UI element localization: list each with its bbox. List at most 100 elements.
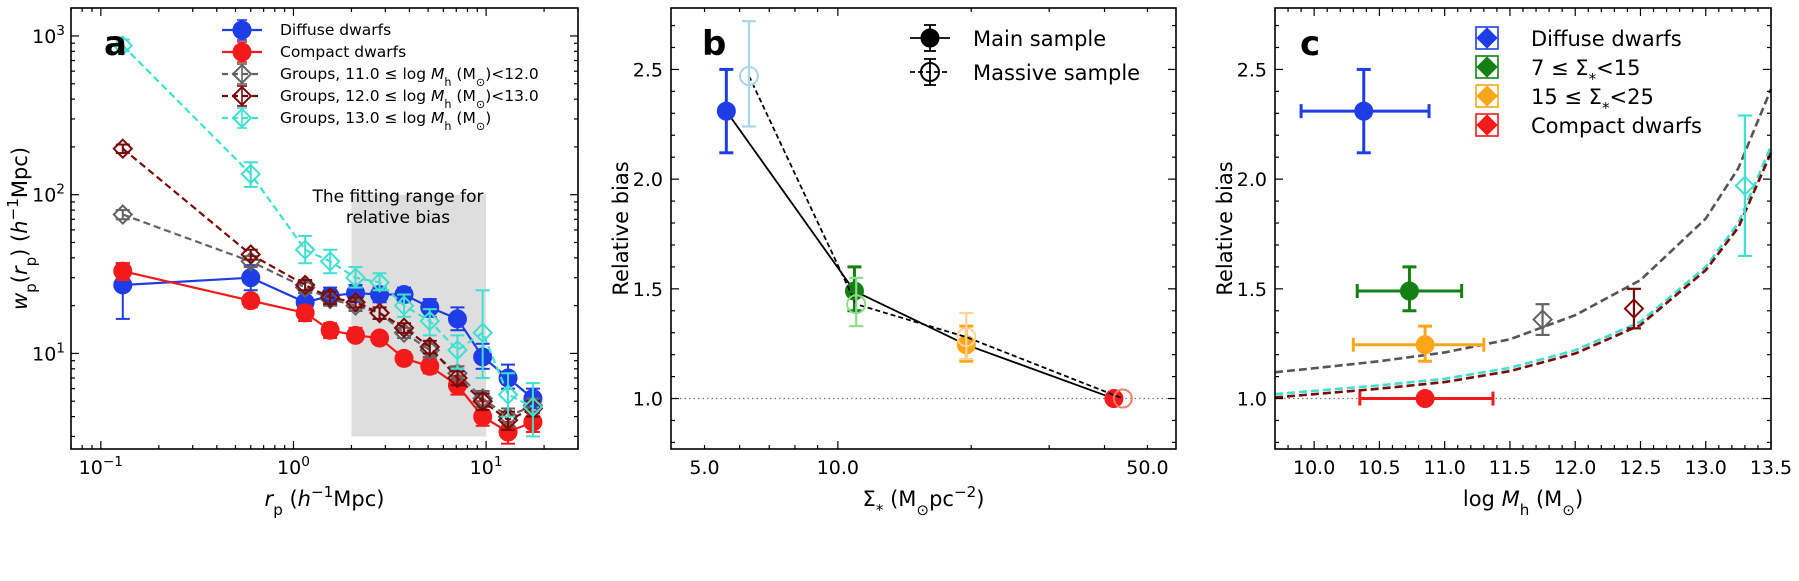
panel-b: 5.0 10.0 50.0 1.0 1.5 2.0 2.5 Σ* (M⊙pc−2) Relati…: [609, 7, 1177, 519]
legend-label: Diffuse dwarfs: [1531, 27, 1682, 51]
data-point-group: [1734, 114, 1756, 258]
data-point: [846, 294, 867, 315]
fitting-range-label: The fitting range for: [312, 187, 484, 207]
data-point: [112, 204, 134, 225]
data-point: [393, 295, 415, 317]
series-massive: [738, 20, 1133, 409]
data-point: [369, 272, 391, 293]
legend-marker: [231, 107, 253, 129]
data-point: [295, 303, 315, 323]
series-main: [716, 67, 1124, 409]
data-point: [419, 336, 441, 358]
panel-letter-a: a: [104, 24, 127, 64]
data-point: [1112, 388, 1133, 409]
data-point: [738, 66, 759, 87]
data-point: [241, 268, 261, 288]
data-point: [294, 274, 316, 296]
data-point: [1399, 281, 1419, 301]
legend-label: 7 ≤ Σ*<15: [1531, 56, 1640, 88]
x-tick-label: 13.5: [1750, 457, 1792, 479]
x-axis-label: rp (h−1Mpc): [265, 483, 385, 519]
data-point: [472, 390, 494, 412]
x-tick-label: 10−1: [79, 454, 123, 479]
y-axis-label: Relative bias: [1213, 161, 1237, 295]
series-line: [122, 213, 534, 418]
x-tick-label: 10.0: [817, 457, 859, 479]
data-point: [419, 310, 441, 332]
model-curve: [1274, 145, 1773, 396]
x-tick-label: 100: [277, 454, 310, 479]
data-point: [522, 396, 544, 418]
data-point: [716, 101, 736, 121]
y-tick-label: 1.0: [633, 389, 663, 411]
data-point: [345, 291, 366, 313]
legend-swatch: [1475, 113, 1499, 137]
x-tick-label: 12.5: [1619, 457, 1661, 479]
y-tick-label: 2.5: [1237, 59, 1267, 81]
legend-label: Groups, 13.0 ≤ log Mh (M⊙): [280, 109, 491, 133]
legend-marker: [1476, 114, 1498, 136]
data-point: [294, 277, 316, 298]
data-point: [294, 239, 316, 261]
legend-marker: [920, 62, 940, 82]
data-point: [241, 291, 261, 311]
x-tick-label: 12.0: [1554, 457, 1596, 479]
data-point: [112, 35, 134, 56]
model-curve: [1274, 152, 1773, 399]
legend-marker: [231, 63, 253, 85]
data-point-group: [1532, 303, 1553, 337]
x-tick-label: 5.0: [689, 457, 719, 479]
legend-label: Compact dwarfs: [1531, 114, 1702, 138]
axes-frame: [670, 7, 1177, 450]
data-point: [319, 250, 341, 272]
data-point: [1734, 175, 1756, 197]
series-line: [748, 75, 1124, 400]
data-point: [497, 384, 519, 406]
data-point: [447, 367, 468, 389]
data-point-group: [1351, 324, 1486, 363]
y-axis-label: wp(rp) (h−1Mpc): [4, 147, 40, 310]
panel-c: 10.0 10.5 11.0 11.5 12.0 12.5 13.0 13.5 1.0 1.5 2.…: [1213, 7, 1792, 519]
series-line: [122, 147, 534, 422]
legend-label: Groups, 11.0 ≤ log Mh (M⊙)<12.0: [280, 65, 539, 89]
x-tick-label: 11.0: [1424, 457, 1466, 479]
data-point: [345, 267, 366, 289]
legend-marker: [1476, 56, 1498, 78]
data-point-group: [1355, 265, 1464, 313]
legend-label: Massive sample: [973, 61, 1140, 85]
x-tick-label: 13.0: [1685, 457, 1727, 479]
x-tick-label: 11.5: [1489, 457, 1531, 479]
data-point: [1623, 298, 1645, 319]
y-tick-label: 2.5: [633, 59, 663, 81]
y-tick-label: 101: [32, 340, 65, 365]
model-curve: [1274, 88, 1773, 374]
data-point: [393, 317, 415, 339]
data-point: [1415, 335, 1435, 355]
y-tick-label: 1.5: [633, 279, 663, 301]
x-tick-label: 10.5: [1358, 457, 1400, 479]
data-point: [345, 295, 366, 317]
y-tick-label: 1.0: [1237, 389, 1267, 411]
series-line: [725, 110, 1115, 400]
legend: Main sample Massive sample: [910, 24, 1140, 86]
data-point: [346, 325, 366, 345]
fitting-range-label: relative bias: [346, 208, 450, 228]
legend-swatch: [1475, 26, 1499, 50]
y-tick-label: 2.0: [1237, 169, 1267, 191]
panel-letter-c: c: [1300, 24, 1320, 64]
y-tick-label: 2.0: [633, 169, 663, 191]
legend-label: Diffuse dwarfs: [280, 21, 391, 39]
data-point: [369, 302, 391, 324]
y-tick-label: 102: [32, 182, 65, 207]
data-point: [113, 261, 133, 281]
data-point-group: [1299, 67, 1431, 155]
legend: Diffuse dwarfs Compact dwarfs Groups, 11.0…: [222, 19, 539, 133]
data-point: [956, 327, 977, 348]
data-point: [319, 287, 341, 308]
y-axis-label: Relative bias: [609, 161, 633, 295]
data-point: [1354, 101, 1374, 121]
x-axis-label: Σ* (M⊙pc−2): [863, 483, 985, 519]
legend-label: Main sample: [973, 27, 1106, 51]
data-point: [419, 339, 441, 361]
